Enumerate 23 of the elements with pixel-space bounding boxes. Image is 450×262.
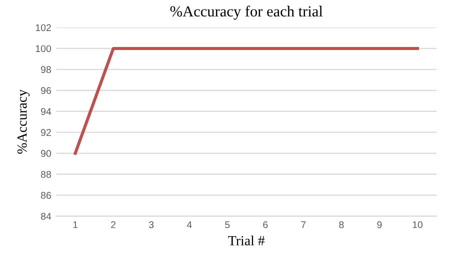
x-tick-label: 1	[73, 221, 78, 228]
y-tick-label: 98	[41, 66, 51, 74]
y-axis-title: %Accuracy	[17, 90, 30, 154]
y-tick-label: 94	[41, 108, 52, 115]
x-tick-label: 6	[263, 221, 268, 228]
y-tick-label: 96	[41, 87, 51, 94]
x-tick-label: 3	[148, 221, 154, 228]
y-tick-label: 88	[41, 170, 51, 178]
y-tick-label: 92	[41, 129, 51, 136]
y-tick-label: 86	[41, 192, 51, 199]
x-tick-label: 5	[225, 221, 230, 228]
x-tick-label: 4	[186, 221, 192, 228]
x-tick-label: 10	[412, 221, 423, 228]
y-tick-label: 90	[41, 150, 52, 157]
x-tick-label: 8	[339, 221, 344, 228]
x-axis-title: Trial #	[228, 236, 265, 246]
x-tick-label: 7	[301, 221, 306, 228]
x-tick-label: 2	[111, 221, 116, 228]
y-tick-label: 100	[36, 45, 52, 52]
y-tick-label: 84	[41, 212, 52, 220]
x-tick-label: 9	[377, 221, 382, 228]
chart-title: %Accuracy for each trial	[170, 6, 323, 20]
y-tick-label: 102	[36, 24, 51, 32]
